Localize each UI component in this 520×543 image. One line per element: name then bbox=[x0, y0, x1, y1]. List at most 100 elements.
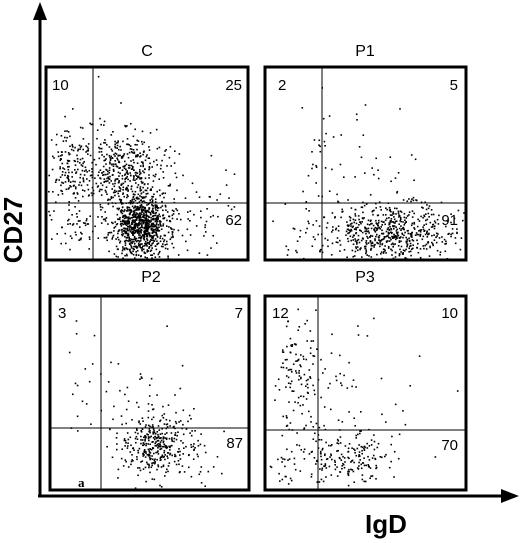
scatter-point bbox=[152, 232, 154, 234]
quadrant-label-lower-right: 70 bbox=[441, 437, 458, 454]
scatter-point bbox=[287, 382, 290, 384]
scatter-point bbox=[392, 246, 394, 248]
scatter-point bbox=[143, 212, 145, 214]
scatter-point bbox=[285, 415, 288, 417]
scatter-point bbox=[143, 227, 146, 229]
scatter-point bbox=[299, 470, 302, 472]
scatter-point bbox=[133, 212, 135, 215]
scatter-point bbox=[157, 435, 160, 438]
scatter-point bbox=[322, 480, 325, 483]
scatter-point bbox=[164, 150, 166, 152]
scatter-point bbox=[162, 171, 164, 173]
scatter-point bbox=[149, 455, 151, 457]
scatter-point bbox=[143, 215, 145, 218]
scatter-point bbox=[107, 180, 109, 182]
scatter-point bbox=[141, 439, 144, 441]
scatter-point bbox=[343, 249, 346, 251]
scatter-point bbox=[152, 416, 155, 419]
scatter-point bbox=[108, 182, 111, 184]
scatter-point bbox=[138, 223, 140, 225]
scatter-point bbox=[133, 209, 136, 212]
quadrant-label-upper-left: 10 bbox=[52, 77, 69, 94]
scatter-point bbox=[147, 410, 150, 412]
scatter-point bbox=[106, 144, 108, 146]
scatter-point bbox=[162, 440, 165, 443]
scatter-point bbox=[375, 157, 377, 160]
scatter-point bbox=[157, 464, 159, 466]
scatter-point bbox=[127, 400, 130, 402]
scatter-point bbox=[76, 158, 79, 160]
scatter-point bbox=[300, 365, 302, 368]
scatter-point bbox=[350, 225, 352, 227]
scatter-point bbox=[49, 214, 51, 217]
scatter-point bbox=[119, 187, 121, 189]
scatter-point bbox=[302, 451, 305, 453]
scatter-point bbox=[154, 201, 157, 203]
scatter-point bbox=[153, 231, 156, 233]
scatter-point bbox=[98, 146, 100, 149]
scatter-point bbox=[146, 251, 149, 253]
scatter-point bbox=[325, 476, 327, 478]
scatter-point bbox=[312, 426, 315, 428]
scatter-point bbox=[67, 160, 70, 162]
scatter-point bbox=[89, 122, 91, 125]
scatter-point bbox=[111, 238, 113, 240]
scatter-point bbox=[140, 431, 143, 433]
scatter-point bbox=[165, 209, 167, 211]
scatter-point bbox=[361, 256, 363, 258]
scatter-point bbox=[130, 122, 132, 125]
scatter-point bbox=[152, 212, 155, 214]
scatter-point bbox=[300, 449, 303, 451]
scatter-point bbox=[72, 149, 75, 152]
scatter-point bbox=[79, 181, 81, 184]
panel-frame bbox=[44, 65, 250, 262]
scatter-point bbox=[388, 209, 391, 212]
scatter-point bbox=[147, 416, 150, 419]
scatter-point bbox=[376, 214, 379, 217]
scatter-point bbox=[77, 220, 80, 222]
scatter-point bbox=[142, 442, 145, 444]
scatter-point bbox=[134, 143, 136, 146]
scatter-point bbox=[130, 444, 132, 447]
scatter-point bbox=[425, 208, 428, 211]
scatter-point bbox=[116, 213, 119, 216]
scatter-point bbox=[462, 219, 464, 222]
scatter-point bbox=[305, 358, 308, 361]
scatter-point bbox=[153, 478, 156, 481]
scatter-point bbox=[166, 225, 168, 227]
scatter-point bbox=[130, 168, 133, 170]
scatter-point bbox=[148, 207, 151, 209]
scatter-point bbox=[363, 445, 366, 448]
scatter-point bbox=[88, 380, 91, 383]
scatter-point bbox=[157, 253, 160, 256]
scatter-point bbox=[354, 250, 357, 253]
scatter-point bbox=[155, 209, 157, 211]
scatter-point bbox=[142, 164, 144, 166]
scatter-point bbox=[163, 443, 165, 446]
scatter-point bbox=[360, 467, 363, 470]
scatter-point bbox=[148, 439, 150, 442]
scatter-point bbox=[95, 163, 97, 166]
scatter-point bbox=[390, 248, 392, 251]
scatter-point bbox=[360, 222, 362, 225]
scatter-point bbox=[346, 224, 349, 226]
scatter-point bbox=[123, 153, 126, 155]
scatter-point bbox=[132, 216, 135, 218]
scatter-point bbox=[149, 189, 152, 191]
scatter-point bbox=[137, 205, 139, 208]
scatter-point bbox=[293, 457, 296, 460]
scatter-point bbox=[199, 443, 202, 446]
scatter-point bbox=[152, 205, 155, 207]
scatter-point bbox=[366, 223, 369, 226]
scatter-point bbox=[391, 435, 393, 438]
scatter-point bbox=[139, 227, 141, 229]
scatter-point bbox=[143, 239, 146, 241]
scatter-point bbox=[164, 475, 166, 477]
scatter-point bbox=[179, 454, 181, 456]
scatter-point bbox=[140, 177, 143, 179]
scatter-point bbox=[169, 446, 171, 449]
scatter-point bbox=[114, 191, 116, 193]
scatter-point bbox=[299, 236, 301, 238]
scatter-point bbox=[136, 401, 138, 404]
scatter-point bbox=[60, 184, 62, 187]
